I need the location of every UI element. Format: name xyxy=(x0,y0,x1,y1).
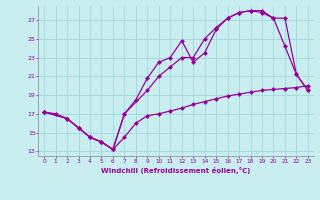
X-axis label: Windchill (Refroidissement éolien,°C): Windchill (Refroidissement éolien,°C) xyxy=(101,167,251,174)
